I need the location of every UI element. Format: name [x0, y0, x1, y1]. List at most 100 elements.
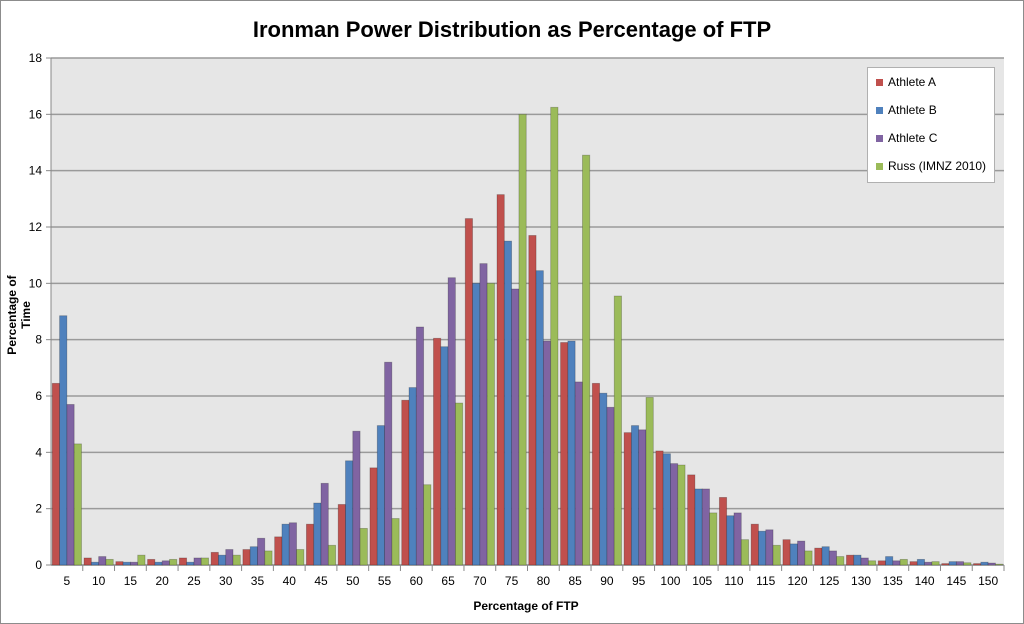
bar-athlete-b-125 — [821, 546, 830, 566]
bar-athlete-b-10 — [90, 561, 100, 566]
bar-athlete-a-20 — [147, 558, 156, 566]
y-tick-label: 18 — [29, 51, 43, 65]
bar-athlete-a-100 — [655, 450, 664, 566]
x-tick-label: 45 — [314, 574, 328, 588]
bar-russ-imnz-2010--40 — [296, 549, 305, 566]
x-tick-label: 70 — [473, 574, 487, 588]
bar-athlete-c-90 — [606, 406, 615, 566]
bar-russ-imnz-2010--30 — [232, 554, 241, 566]
bar-athlete-c-55 — [384, 361, 393, 566]
bar-athlete-b-70 — [472, 282, 481, 566]
bar-athlete-b-100 — [662, 453, 671, 566]
bar-russ-imnz-2010--90 — [613, 295, 622, 566]
bar-athlete-a-65 — [433, 337, 442, 566]
bar-athlete-c-15 — [130, 561, 139, 566]
bar-russ-imnz-2010--5 — [73, 443, 82, 566]
bar-athlete-b-65 — [440, 346, 449, 566]
bar-athlete-c-65 — [447, 277, 456, 566]
x-tick-label: 140 — [915, 574, 935, 588]
y-tick-label: 8 — [35, 333, 42, 347]
bar-athlete-a-135 — [877, 560, 886, 566]
x-tick-label: 120 — [788, 574, 808, 588]
bar-russ-imnz-2010--15 — [137, 554, 146, 566]
x-tick-label: 110 — [724, 574, 743, 588]
bar-athlete-c-45 — [320, 482, 329, 566]
y-tick-label: 14 — [29, 164, 43, 178]
bar-athlete-b-140 — [916, 558, 925, 566]
bar-athlete-b-90 — [599, 392, 608, 566]
bar-russ-imnz-2010--110 — [740, 539, 749, 566]
bar-athlete-a-145 — [941, 563, 950, 566]
bar-athlete-b-120 — [789, 543, 798, 566]
x-tick-label: 35 — [251, 574, 265, 588]
bar-russ-imnz-2010--100 — [677, 464, 686, 566]
bar-athlete-c-30 — [225, 549, 234, 566]
bar-athlete-c-110 — [733, 512, 742, 566]
y-tick-label: 10 — [29, 276, 43, 290]
bar-athlete-a-5 — [51, 382, 60, 566]
bar-athlete-c-5 — [66, 404, 75, 566]
bar-russ-imnz-2010--60 — [423, 484, 432, 566]
bar-athlete-c-25 — [193, 557, 202, 566]
x-tick-label: 40 — [283, 574, 297, 588]
bar-athlete-a-120 — [782, 539, 791, 566]
x-tick-label: 5 — [64, 574, 71, 588]
bar-athlete-c-20 — [161, 560, 170, 566]
x-tick-label: 80 — [537, 574, 551, 588]
bar-russ-imnz-2010--20 — [169, 558, 178, 566]
bar-athlete-a-35 — [242, 549, 251, 566]
bar-athlete-a-55 — [369, 467, 378, 566]
legend-item-russ: Russ (IMNZ 2010) — [876, 159, 986, 173]
bar-athlete-b-145 — [948, 561, 957, 566]
x-tick-label: 50 — [346, 574, 360, 588]
bar-athlete-a-110 — [718, 496, 728, 566]
x-tick-label: 55 — [378, 574, 392, 588]
bar-athlete-a-30 — [210, 551, 219, 566]
legend-label: Athlete A — [888, 75, 937, 89]
bar-athlete-c-85 — [574, 381, 583, 566]
bar-athlete-b-35 — [249, 546, 258, 566]
legend-item-athlete-b: Athlete B — [876, 103, 937, 117]
y-tick-label: 12 — [29, 220, 43, 234]
bar-athlete-a-90 — [591, 382, 601, 566]
bar-athlete-c-145 — [955, 561, 965, 566]
x-tick-label: 75 — [505, 574, 519, 588]
bar-athlete-a-140 — [909, 561, 918, 566]
bar-athlete-a-60 — [401, 399, 410, 566]
y-tick-label: 6 — [35, 389, 42, 403]
bar-russ-imnz-2010--140 — [931, 561, 940, 566]
y-tick-label: 2 — [35, 502, 42, 516]
legend-swatch — [876, 134, 883, 142]
bar-athlete-c-75 — [511, 288, 520, 566]
bar-athlete-b-45 — [313, 502, 322, 566]
x-tick-label: 150 — [978, 574, 998, 588]
bar-athlete-b-130 — [853, 554, 862, 566]
bar-athlete-b-110 — [726, 515, 735, 566]
bar-athlete-c-150 — [987, 562, 996, 566]
bar-athlete-c-130 — [860, 557, 869, 566]
bar-athlete-a-95 — [623, 432, 632, 566]
bar-russ-imnz-2010--70 — [486, 282, 495, 566]
bar-athlete-a-70 — [464, 218, 473, 566]
x-tick-label: 60 — [410, 574, 424, 588]
bar-athlete-c-100 — [670, 463, 679, 566]
bar-athlete-b-150 — [980, 561, 989, 566]
bar-athlete-a-75 — [496, 194, 505, 566]
bar-athlete-a-115 — [750, 523, 759, 566]
bar-athlete-c-105 — [701, 488, 710, 566]
y-tick-label: 4 — [35, 445, 42, 459]
x-axis-label: Percentage of FTP — [473, 599, 579, 613]
legend-item-athlete-c: Athlete C — [876, 131, 937, 145]
legend-swatch — [876, 162, 883, 170]
x-tick-label: 100 — [660, 574, 680, 588]
bar-athlete-c-35 — [257, 537, 266, 566]
bar-russ-imnz-2010--115 — [772, 544, 781, 566]
x-tick-label: 85 — [568, 574, 582, 588]
bar-russ-imnz-2010--35 — [264, 550, 273, 566]
x-tick-label: 130 — [851, 574, 871, 588]
x-tick-label: 20 — [156, 574, 170, 588]
bar-athlete-b-50 — [345, 460, 354, 566]
bar-athlete-a-80 — [528, 235, 537, 566]
bar-athlete-c-10 — [98, 556, 107, 566]
